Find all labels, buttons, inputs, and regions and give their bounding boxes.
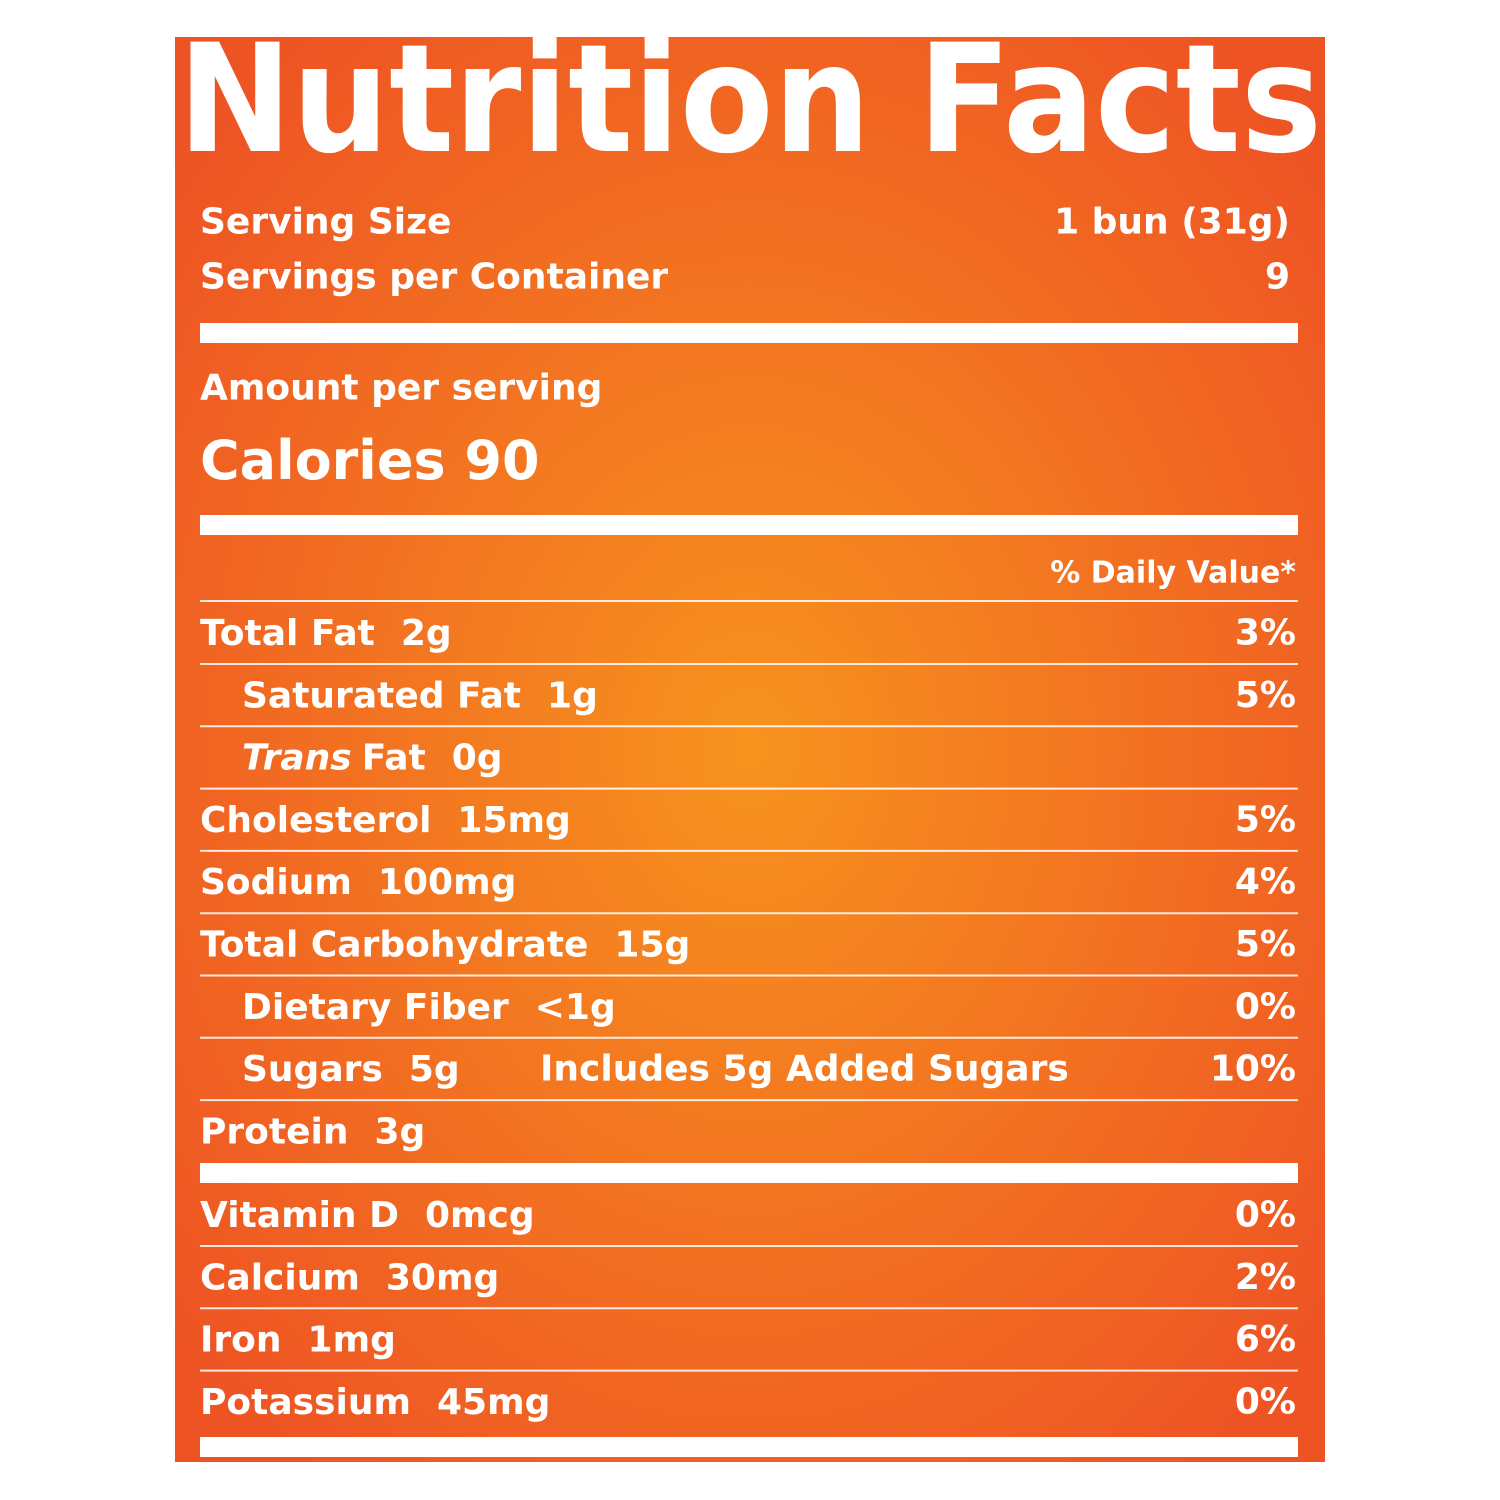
daily-value: 10% bbox=[1210, 1049, 1296, 1090]
nutrient: Protein 3g bbox=[200, 1111, 425, 1152]
nutrient: Sugars 5g bbox=[242, 1049, 460, 1090]
calories-label: Calories bbox=[200, 429, 446, 492]
daily-value: 6% bbox=[1235, 1319, 1296, 1360]
nutrient-amount: 0g bbox=[452, 737, 503, 778]
dv-header: % Daily Value* bbox=[1050, 556, 1296, 591]
nutrient-name: Potassium bbox=[200, 1381, 411, 1422]
nutrient-amount: 1mg bbox=[308, 1319, 396, 1360]
daily-value: 0% bbox=[1235, 1195, 1296, 1236]
serving-size-label: Serving Size bbox=[200, 202, 451, 243]
title: Nutrition Facts bbox=[178, 13, 1322, 187]
nutrient: Saturated Fat 1g bbox=[242, 675, 598, 716]
daily-value: 2% bbox=[1235, 1257, 1296, 1298]
nutrient: Cholesterol 15mg bbox=[200, 799, 571, 840]
nutrient-name: Saturated Fat bbox=[242, 675, 521, 716]
nutrient-name: Sugars bbox=[242, 1049, 383, 1090]
nutrient-name-italic: Trans bbox=[242, 737, 352, 778]
daily-value: 5% bbox=[1235, 799, 1296, 840]
panel bbox=[175, 37, 1325, 1462]
nutrient-name: Total Fat bbox=[200, 613, 375, 654]
divider bbox=[200, 515, 1298, 535]
divider bbox=[200, 323, 1298, 343]
daily-value: 5% bbox=[1235, 924, 1296, 965]
nutrient: Trans Fat 0g bbox=[242, 737, 503, 778]
nutrient: Total Carbohydrate 15g bbox=[200, 924, 690, 965]
daily-value: 0% bbox=[1235, 1381, 1296, 1422]
nutrient-amount: 30mg bbox=[386, 1257, 499, 1298]
nutrient: Vitamin D 0mcg bbox=[200, 1195, 535, 1236]
nutrient: Total Fat 2g bbox=[200, 613, 452, 654]
amount-label: Amount per serving bbox=[200, 368, 602, 409]
nutrient-note: Includes 5g Added Sugars bbox=[540, 1049, 1069, 1090]
nutrient-amount: <1g bbox=[535, 986, 616, 1027]
nutrient: Potassium 45mg bbox=[200, 1381, 550, 1422]
nutrient: Calcium 30mg bbox=[200, 1257, 499, 1298]
divider bbox=[200, 1163, 1298, 1183]
nutrient-amount: 2g bbox=[401, 613, 452, 654]
nutrient-amount: 5g bbox=[409, 1049, 460, 1090]
nutrient-amount: 3g bbox=[374, 1111, 425, 1152]
servings-label: Servings per Container bbox=[200, 257, 668, 298]
nutrient-name: Cholesterol bbox=[200, 799, 431, 840]
nutrient-name: Total Carbohydrate bbox=[200, 924, 588, 965]
nutrient-amount: 15g bbox=[614, 924, 690, 965]
daily-value: 3% bbox=[1235, 613, 1296, 654]
nutrient-name: Iron bbox=[200, 1319, 282, 1360]
divider bbox=[200, 1437, 1298, 1457]
nutrient-name: Protein bbox=[200, 1111, 348, 1152]
nutrient: Sodium 100mg bbox=[200, 862, 516, 903]
nutrient-amount: 1g bbox=[547, 675, 598, 716]
nutrient-name: Calcium bbox=[200, 1257, 360, 1298]
calories-value: 90 bbox=[464, 429, 539, 492]
daily-value: 0% bbox=[1235, 986, 1296, 1027]
calories: Calories 90 bbox=[200, 429, 540, 492]
nutrient-amount: 100mg bbox=[378, 862, 516, 903]
daily-value: 5% bbox=[1235, 675, 1296, 716]
servings-value: 9 bbox=[1265, 257, 1290, 298]
nutrient-name: Vitamin D bbox=[200, 1195, 399, 1236]
nutrient-name: Dietary Fiber bbox=[242, 986, 509, 1027]
nutrient-name: Fat bbox=[362, 737, 426, 778]
daily-value: 4% bbox=[1235, 862, 1296, 903]
nutrient-amount: 0mcg bbox=[425, 1195, 535, 1236]
nutrient-amount: 15mg bbox=[457, 799, 570, 840]
nutrient-amount: 45mg bbox=[437, 1381, 550, 1422]
nutrient: Iron 1mg bbox=[200, 1319, 396, 1360]
serving-size-value: 1 bun (31g) bbox=[1054, 202, 1290, 243]
nutrient: Dietary Fiber <1g bbox=[242, 986, 616, 1027]
nutrient-name: Sodium bbox=[200, 862, 352, 903]
